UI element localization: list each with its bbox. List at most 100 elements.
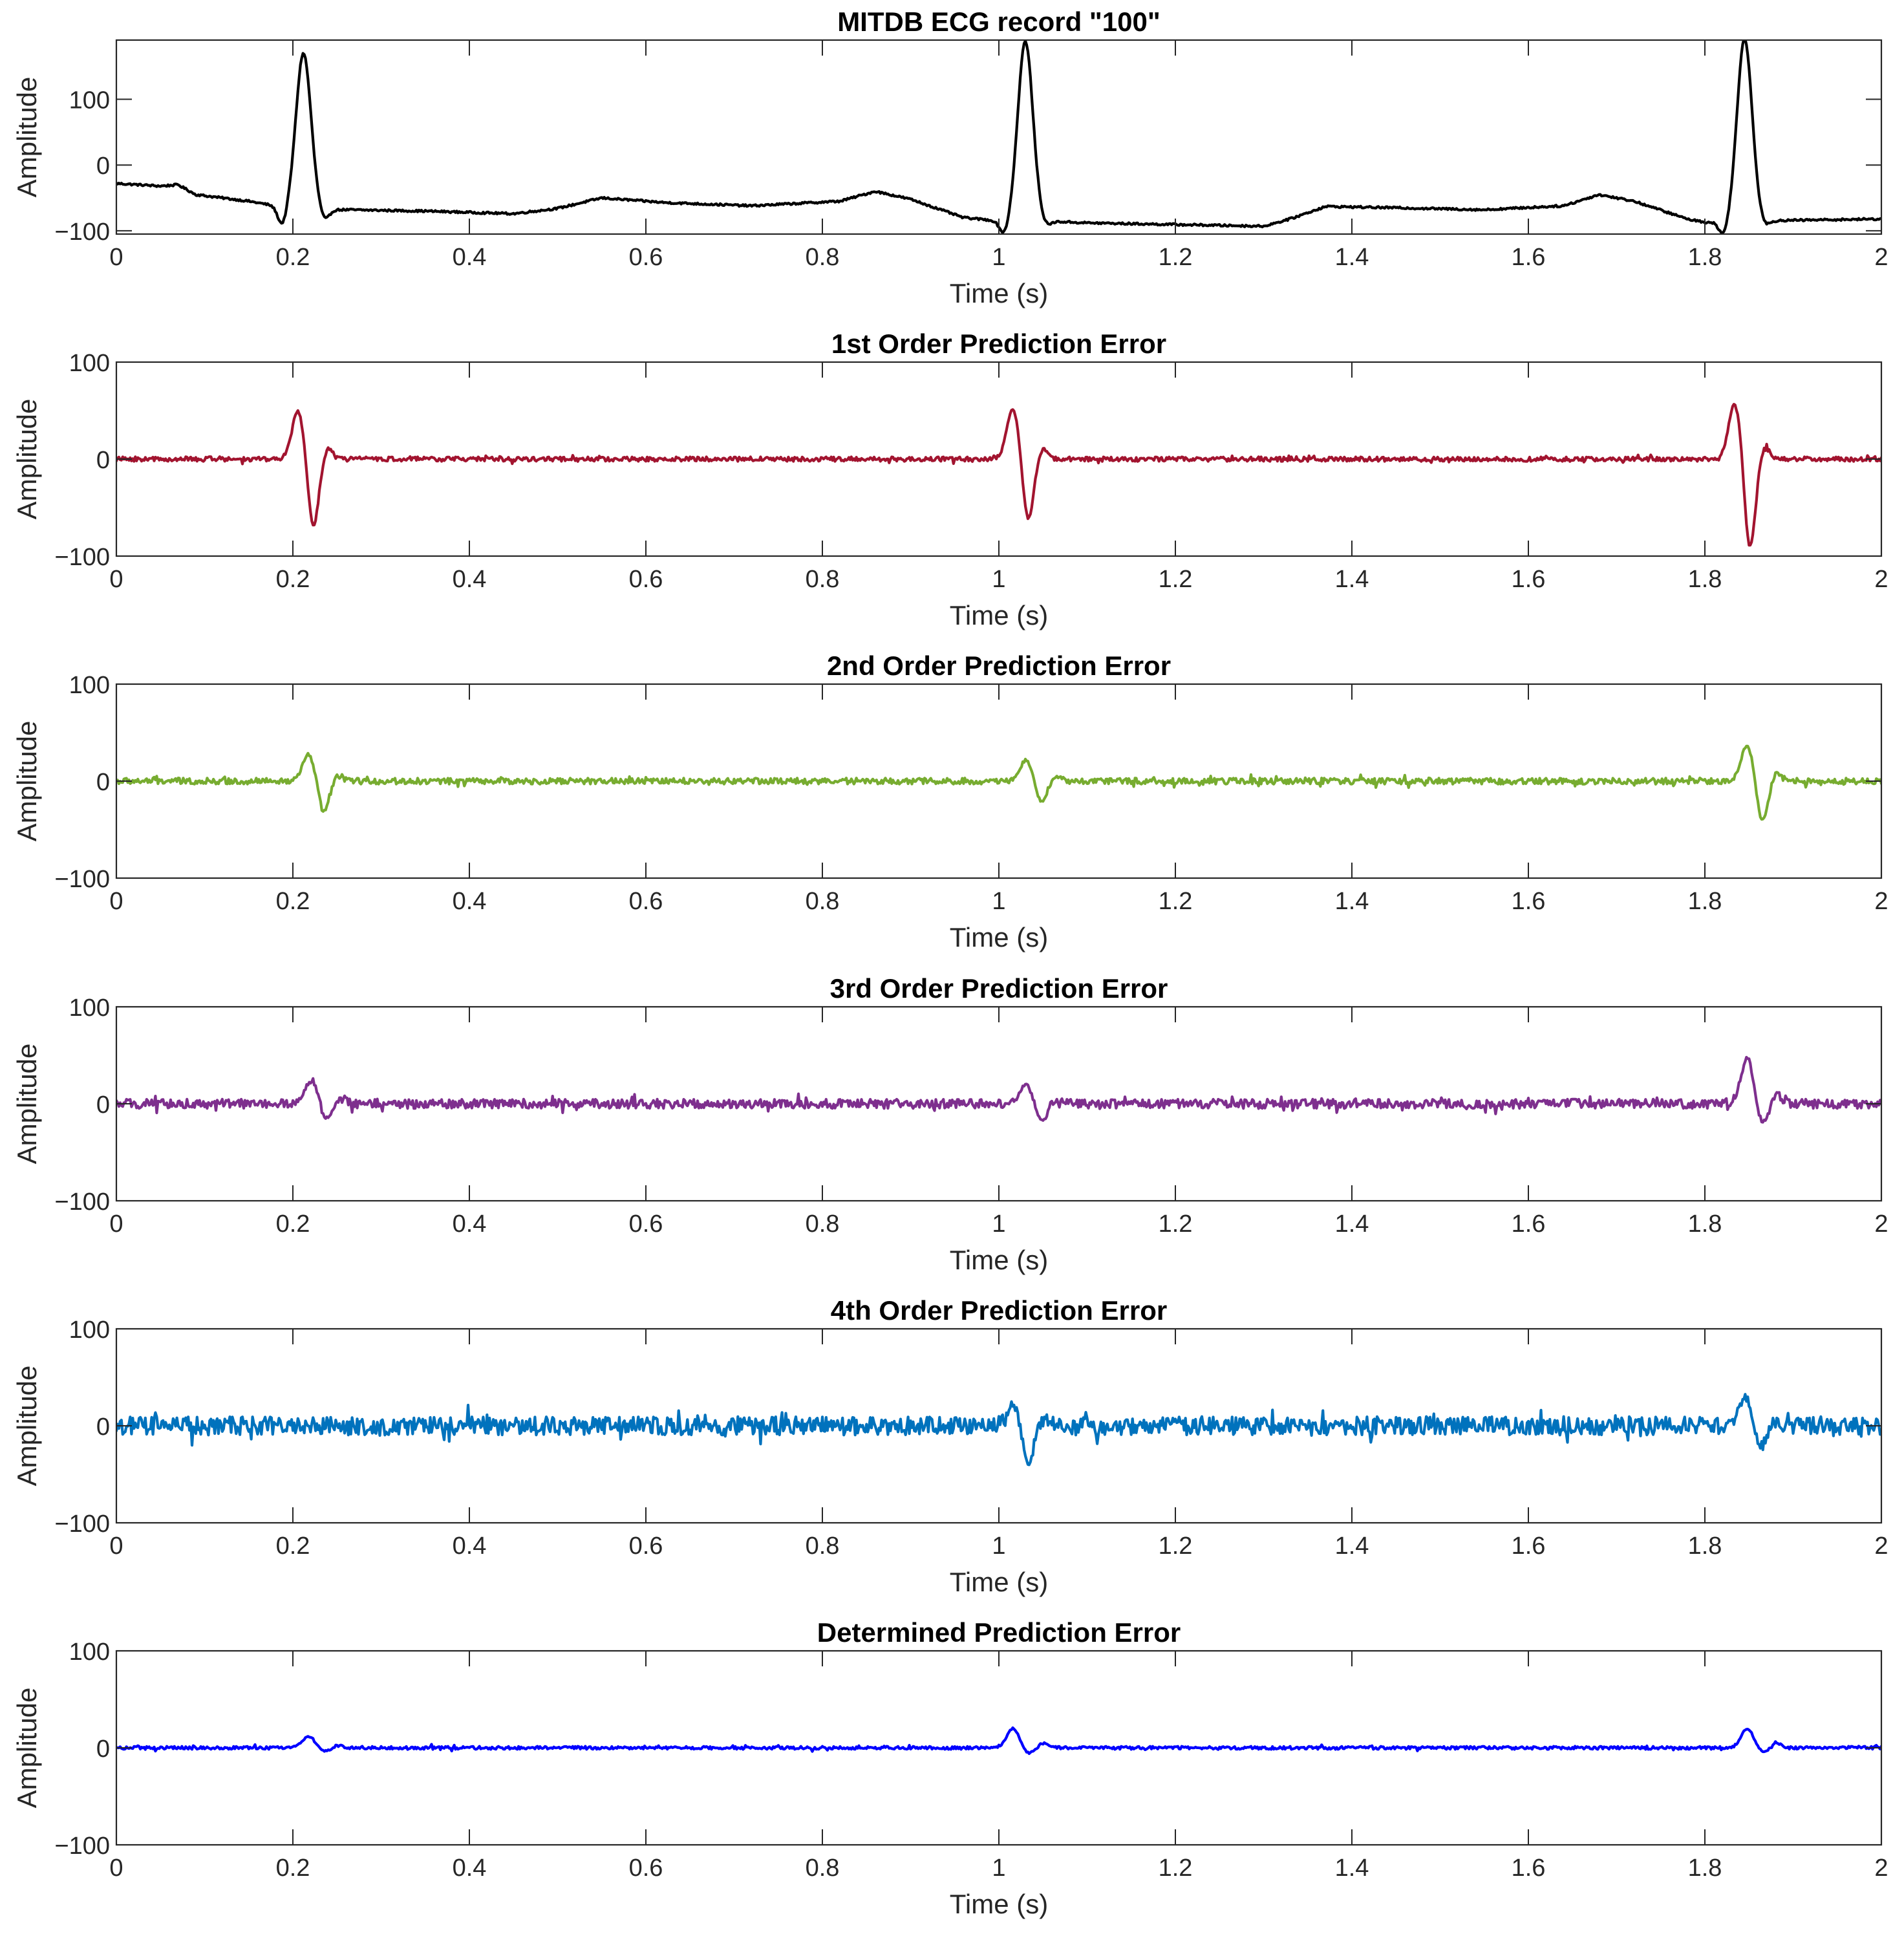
x-tick-label: 1.8 xyxy=(1688,1210,1722,1238)
x-tick-label: 1.2 xyxy=(1159,1855,1193,1882)
chart-panel-5: 4th Order Prediction Error 0 0.2 0.4 0.6 0.8 1… xyxy=(12,1295,1888,1597)
x-tick-label: 1.2 xyxy=(1159,566,1193,593)
x-axis-title: Time (s) xyxy=(950,1567,1048,1597)
x-tick-label: 1 xyxy=(992,566,1005,593)
y-tick-label: −100 xyxy=(54,1833,110,1860)
x-tick-label: 0.2 xyxy=(276,244,310,271)
x-tick-label: 1.2 xyxy=(1159,888,1193,915)
y-tick-label: 0 xyxy=(96,769,110,796)
y-tick-label: −100 xyxy=(54,219,110,246)
x-tick-label: 1.6 xyxy=(1512,244,1546,271)
x-tick-label: 0.4 xyxy=(453,1855,487,1882)
x-tick-label: 0.8 xyxy=(806,566,840,593)
y-tick-label: 100 xyxy=(69,350,110,377)
x-tick-label: 1.8 xyxy=(1688,1533,1722,1560)
x-tick-label: 1 xyxy=(992,888,1005,915)
x-tick-label: 0 xyxy=(109,244,123,271)
y-tick-label: −100 xyxy=(54,1511,110,1538)
x-tick-label: 1.6 xyxy=(1512,566,1546,593)
x-tick-label: 1.4 xyxy=(1335,566,1369,593)
x-tick-label: 0 xyxy=(109,1210,123,1238)
x-axis-title: Time (s) xyxy=(950,600,1048,630)
chart-panel-6: Determined Prediction Error 0 0.2 0.4 0.6 0.8… xyxy=(12,1617,1888,1919)
x-tick-label: 0.2 xyxy=(276,1533,310,1560)
x-tick-label: 1 xyxy=(992,1210,1005,1238)
chart-title: Determined Prediction Error xyxy=(817,1617,1181,1648)
x-tick-label: 1.8 xyxy=(1688,566,1722,593)
chart-panel-1: MITDB ECG record "100" 0 0.2 0.4 0.6 0.8 1 1.2 1… xyxy=(12,6,1888,308)
x-tick-label: 0.4 xyxy=(453,244,487,271)
y-tick-label: 100 xyxy=(69,995,110,1022)
y-tick-label: 0 xyxy=(96,153,110,180)
series-line-4th-order-error xyxy=(116,1393,1881,1467)
y-axis-title: Amplitude xyxy=(12,399,42,520)
x-tick-label: 0.4 xyxy=(453,1210,487,1238)
x-tick-label: 1.6 xyxy=(1512,1855,1546,1882)
x-tick-label: 1.8 xyxy=(1688,244,1722,271)
series-line-1st-order-error xyxy=(116,403,1881,547)
y-axis-title: Amplitude xyxy=(12,1044,42,1165)
x-tick-label: 1.8 xyxy=(1688,888,1722,915)
chart-panel-2: 1st Order Prediction Error 0 0.2 0.4 0.6 0.8 1… xyxy=(12,328,1888,630)
x-tick-label: 2 xyxy=(1874,1533,1888,1560)
chart-title: 4th Order Prediction Error xyxy=(831,1295,1167,1326)
x-tick-label: 1 xyxy=(992,1855,1005,1882)
y-tick-label: 100 xyxy=(69,1317,110,1344)
x-tick-label: 0.4 xyxy=(453,566,487,593)
x-tick-label: 0.4 xyxy=(453,888,487,915)
x-tick-label: 1.4 xyxy=(1335,244,1369,271)
x-tick-label: 1 xyxy=(992,1533,1005,1560)
x-tick-label: 0.2 xyxy=(276,888,310,915)
series-line-3rd-order-error xyxy=(116,1055,1881,1124)
x-tick-label: 0.4 xyxy=(453,1533,487,1560)
x-tick-label: 0.8 xyxy=(806,244,840,271)
x-tick-label: 1.2 xyxy=(1159,1210,1193,1238)
x-tick-label: 1.4 xyxy=(1335,1855,1369,1882)
y-axis-title: Amplitude xyxy=(12,1366,42,1487)
x-tick-label: 0.6 xyxy=(629,1210,663,1238)
x-tick-label: 0.6 xyxy=(629,1533,663,1560)
x-tick-label: 1.4 xyxy=(1335,1533,1369,1560)
x-axis-title: Time (s) xyxy=(950,1889,1048,1919)
x-tick-label: 2 xyxy=(1874,1210,1888,1238)
chart-title: 2nd Order Prediction Error xyxy=(827,651,1171,681)
x-tick-label: 0 xyxy=(109,566,123,593)
chart-title: MITDB ECG record "100" xyxy=(837,6,1161,37)
x-tick-label: 1.4 xyxy=(1335,888,1369,915)
x-tick-label: 1.4 xyxy=(1335,1210,1369,1238)
x-tick-label: 2 xyxy=(1874,888,1888,915)
x-tick-label: 0.2 xyxy=(276,1210,310,1238)
y-axis-title: Amplitude xyxy=(12,721,42,842)
y-tick-label: 100 xyxy=(69,87,110,114)
x-tick-label: 2 xyxy=(1874,566,1888,593)
x-axis-title: Time (s) xyxy=(950,278,1048,308)
x-tick-label: 0.6 xyxy=(629,888,663,915)
y-axis-title: Amplitude xyxy=(12,77,42,198)
plot-frame xyxy=(115,39,1883,235)
x-tick-label: 0.8 xyxy=(806,1210,840,1238)
x-axis-title: Time (s) xyxy=(950,1245,1048,1275)
x-tick-label: 0.2 xyxy=(276,1855,310,1882)
x-tick-label: 1.2 xyxy=(1159,1533,1193,1560)
series-line-determined-error xyxy=(116,1726,1881,1756)
x-tick-label: 2 xyxy=(1874,1855,1888,1882)
x-tick-label: 2 xyxy=(1874,244,1888,271)
y-tick-label: −100 xyxy=(54,544,110,571)
series-line-2nd-order-error xyxy=(116,744,1881,821)
x-tick-label: 0.6 xyxy=(629,1855,663,1882)
y-tick-label: 0 xyxy=(96,1414,110,1441)
x-tick-label: 1.6 xyxy=(1512,1210,1546,1238)
chart-panel-3: 2nd Order Prediction Error 0 0.2 0.4 0.6 0.8 1… xyxy=(12,651,1888,952)
x-tick-label: 1.8 xyxy=(1688,1855,1722,1882)
x-tick-label: 1.6 xyxy=(1512,888,1546,915)
x-tick-label: 0.2 xyxy=(276,566,310,593)
x-tick-label: 0.6 xyxy=(629,566,663,593)
y-tick-label: 0 xyxy=(96,1736,110,1763)
x-tick-label: 0 xyxy=(109,888,123,915)
x-tick-label: 0.8 xyxy=(806,1855,840,1882)
y-tick-label: −100 xyxy=(54,1188,110,1216)
y-tick-label: 100 xyxy=(69,672,110,699)
chart-title: 1st Order Prediction Error xyxy=(831,328,1166,359)
y-tick-label: 0 xyxy=(96,447,110,474)
